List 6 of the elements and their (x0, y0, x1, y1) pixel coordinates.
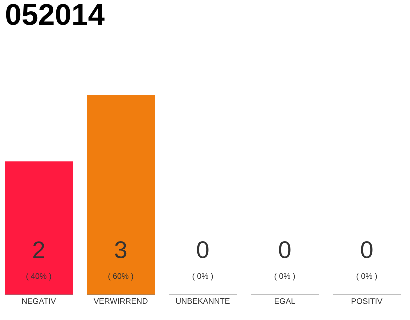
data-label: 0 (361, 242, 373, 258)
data-label: 3 (115, 242, 127, 258)
data-label: 0 (279, 242, 291, 258)
data-label: 0 (197, 242, 209, 258)
data-label: 2 (34, 242, 44, 258)
chart-title: 052014 (6, 4, 105, 26)
